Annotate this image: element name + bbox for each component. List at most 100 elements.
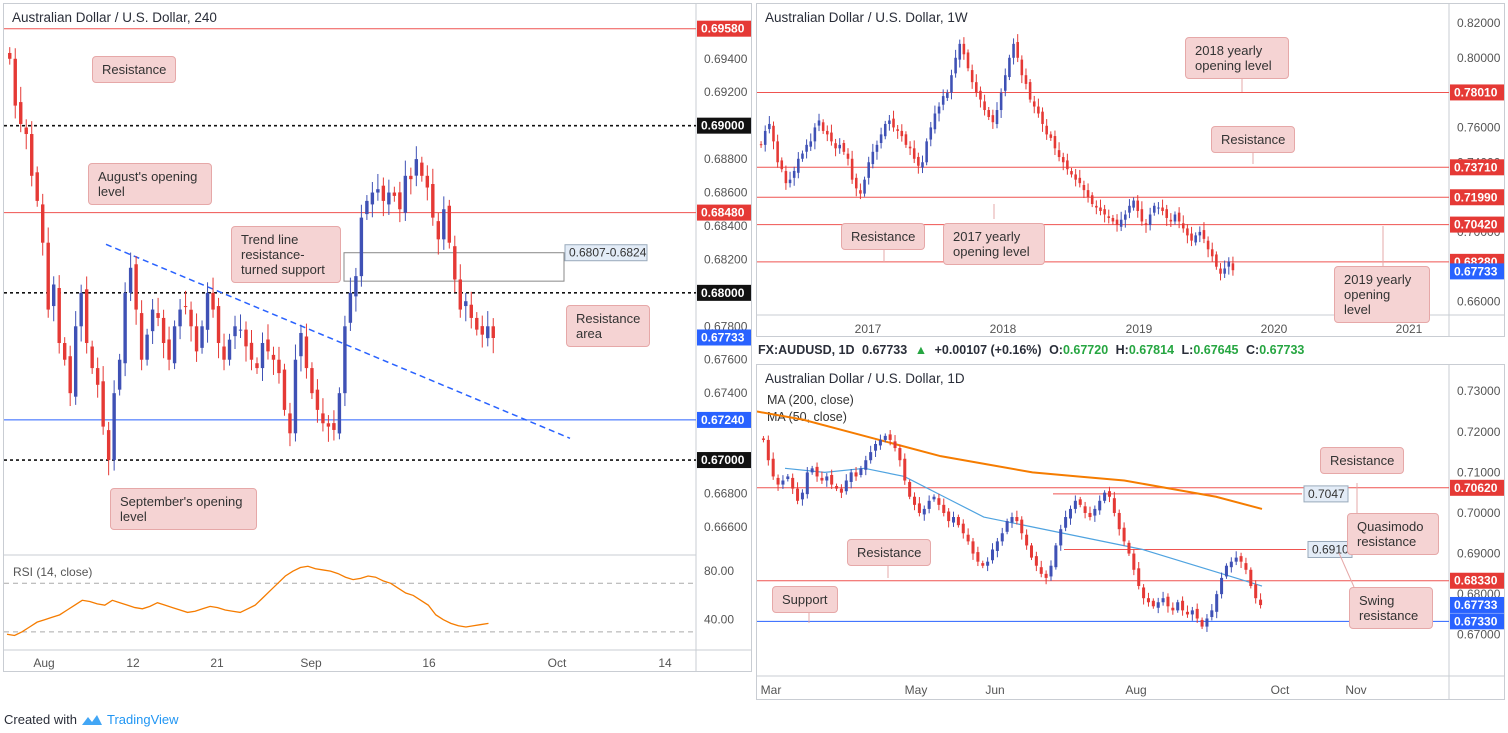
h4-candle [79,292,83,327]
daily-candle [927,500,931,509]
h4-level-tag-bg [697,411,751,428]
daily-candle [1195,608,1199,619]
h4-candle [458,279,462,310]
daily-candle [854,472,858,477]
h4-candle [387,192,391,205]
weekly-candle [780,160,784,170]
annotation-2019-yearly-opening: 2019 yearly opening level [1334,266,1430,323]
daily-chart-panel[interactable]: Australian Dollar / U.S. Dollar, 1D MA (… [756,364,1505,700]
h4-candle [376,189,380,193]
h4-candle [337,393,342,434]
h4-candle [310,368,314,394]
daily-candle [1054,545,1058,568]
h4-candle [277,359,281,374]
daily-candle [1176,602,1180,611]
annotation-resistance-weekly-upper: Resistance [1211,126,1296,153]
daily-level-tag: 0.70620 [1454,481,1498,495]
h4-candle [491,326,495,338]
daily-candle [1210,610,1214,618]
h4-candle [475,317,479,330]
ma50-line [784,467,1263,587]
weekly-x-tick: 2019 [1126,322,1153,336]
h4-candle [447,205,452,243]
daily-candle [976,552,980,562]
weekly-candle [813,127,817,142]
weekly-candle [1003,75,1007,91]
daily-chart-svg[interactable]: 0.730000.720000.710000.700000.690000.680… [757,365,1505,700]
weekly-candle [759,144,763,146]
daily-candle [849,472,853,482]
weekly-candle [1190,233,1193,241]
h4-level-tag-bg [697,452,751,469]
weekly-y-tick: 0.80000 [1457,51,1501,65]
daily-candle [1015,517,1019,522]
daily-candle [771,458,775,477]
weekly-candle [772,125,775,142]
weekly-candle [809,141,813,147]
annotation-trendline-support: Trend line resistance-turned support [231,226,341,283]
daily-candle [761,438,765,440]
weekly-candle [1095,205,1098,208]
weekly-chart-panel[interactable]: Australian Dollar / U.S. Dollar, 1W 0.82… [756,3,1505,337]
weekly-candle [763,130,767,145]
h4-chart-svg[interactable]: 0.69400 0.69200 0.68800 0.68600 0.68400 0.682… [4,4,752,672]
h4-y-tick: 0.68600 [704,186,748,200]
weekly-candle [850,158,854,180]
daily-candle [971,541,975,554]
daily-candle [1127,542,1131,554]
weekly-candle [1136,200,1140,212]
weekly-chart-svg[interactable]: 0.820000.800000.760000.740000.700000.660… [757,4,1505,337]
h4-level-tag: 0.69580 [701,22,745,36]
h4-y-tick: 0.67400 [704,386,748,400]
weekly-candle [1165,209,1168,218]
trendline [105,243,571,440]
up-arrow-icon: ▲ [914,343,928,357]
swing-level-tag-bg [1303,485,1349,503]
h4-x-tick: 12 [126,656,140,670]
weekly-level-tag: 0.78010 [1454,85,1498,99]
daily-candle [869,452,873,461]
h4-candle [414,159,419,176]
weekly-candle [1219,268,1222,274]
weekly-candle [797,158,800,173]
h4-candle [134,264,138,310]
daily-candle [986,561,990,566]
h4-candle [145,334,149,360]
price-change: +0.00107 (+0.16%) [934,343,1042,357]
h4-x-tick: Oct [548,656,567,670]
h4-candle [167,339,171,360]
daily-x-tick: Nov [1345,683,1366,697]
h4-candle [211,292,215,310]
h4-candle [359,217,364,277]
footer-brand[interactable]: TradingView [106,712,179,727]
daily-candle [1034,556,1038,566]
annotation-quasimodo-resistance: Quasimodo resistance [1347,513,1439,555]
weekly-candle [883,123,887,137]
h4-candle [288,413,292,434]
weekly-candle [1049,134,1053,138]
weekly-candle [834,143,837,149]
weekly-level-tag-bg [1450,189,1504,206]
weekly-x-tick: 2021 [1396,322,1423,336]
daily-candle [1171,607,1175,611]
rsi-y-tick: 80.00 [704,564,734,578]
h4-candle [62,343,67,360]
h4-chart-panel[interactable]: Australian Dollar / U.S. Dollar, 240 0.6… [3,3,752,672]
daily-candle [893,441,897,449]
daily-candle [859,468,863,475]
daily-candle [820,477,824,481]
h4-candle [106,430,111,461]
weekly-candle [1074,174,1077,180]
daily-candle [1215,594,1219,612]
h4-candle [271,354,276,360]
h4-y-tick: 0.68200 [704,252,748,266]
daily-candle [1166,596,1170,607]
h4-y-tick: 0.66600 [704,520,748,534]
h4-candle [161,317,166,344]
daily-candle [1220,577,1224,595]
daily-candle [1005,521,1009,532]
daily-candle [956,517,960,526]
weekly-level-tag-bg [1450,84,1504,101]
h4-candle [315,389,320,410]
daily-candle [1000,533,1004,542]
